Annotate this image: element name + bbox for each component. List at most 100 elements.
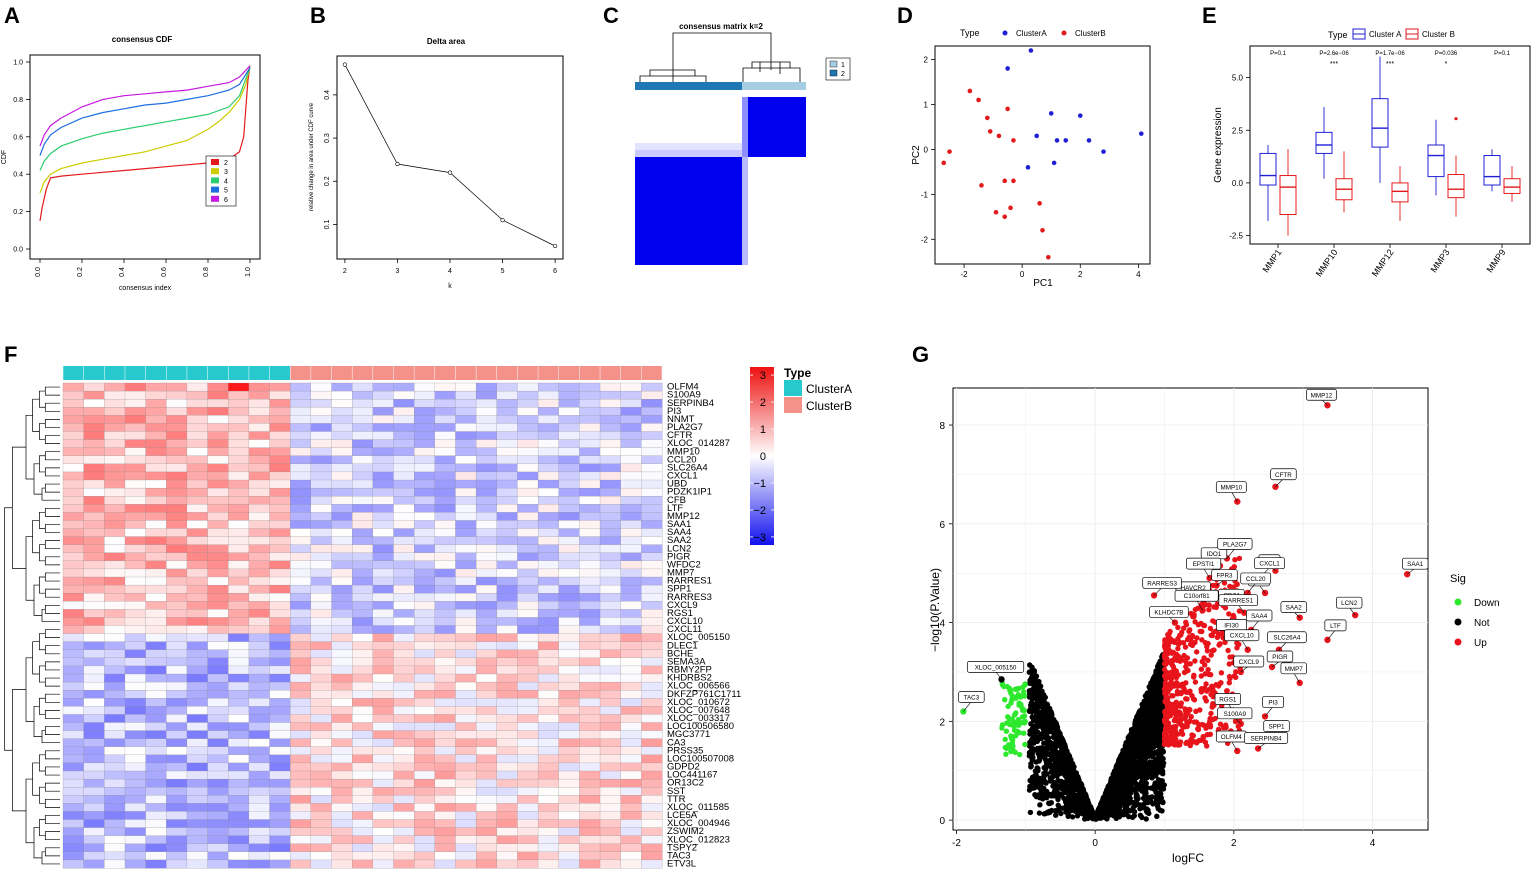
panel-f-cell [228,601,250,610]
panel-f-cell [290,601,312,610]
panel-f-cell [269,859,291,869]
panel-f-cell [641,754,663,764]
panel-f-cell [166,633,188,643]
panel-f-cell [475,520,498,529]
panel-f-cell [104,399,126,408]
panel-f-gene-label: XLOC_003317 [667,713,730,724]
panel-f-cell [145,795,167,804]
panel-f-cell [104,431,126,441]
panel-f-cell [475,762,498,772]
panel-f-cell [537,681,560,691]
panel-f-cell [248,706,270,715]
panel-f-cell [269,447,291,457]
panel-f-cell [579,609,601,618]
panel-g-point-not [1038,735,1044,742]
panel-g-point-not [1028,761,1034,767]
panel-f-cell [166,552,188,562]
panel-f-cell [124,431,147,441]
panel-f-cell [83,544,105,554]
panel-g-point-not [1155,711,1162,717]
panel-g-point-not [1125,773,1131,780]
panel-f-cell [228,431,250,441]
panel-f-cell [62,536,85,546]
panel-f-cell [517,625,539,635]
panel-f-cell [228,649,250,659]
panel-f-gene-label: MMP7 [667,568,694,579]
panel-f-cell [620,496,642,505]
panel-f-cell [537,576,560,586]
panel-f-cell [145,827,167,837]
panel-f-cell [83,649,105,659]
panel-f-dendro-branch [33,827,42,859]
panel-g-point-not [1115,796,1121,802]
panel-f-cell [372,787,394,796]
panel-f-cell [620,544,642,554]
panel-f-cell [207,390,229,400]
panel-f-cell [641,859,663,869]
panel-f-cell [62,560,85,570]
panel-f-cell [124,593,147,602]
panel-f-gene-label: XLOC_007648 [667,705,730,716]
panel-f-cell [186,762,209,772]
panel-f-cell [352,431,374,441]
panel-g-point-not [1057,733,1063,739]
panel-f-cell [599,504,622,513]
panel-f-cell [83,681,105,691]
panel-f-cell [166,496,188,505]
panel-f-cell [269,641,291,651]
panel-g-xtick-label: -2 [952,838,961,849]
panel-a-frame [29,54,261,260]
panel-f-cell [83,528,105,538]
panel-f-cell [248,471,270,481]
panel-f-cell [290,407,312,416]
panel-f-cell [331,609,353,618]
panel-f-cell [104,536,126,546]
panel-f-cell [186,714,209,723]
panel-e-outlier [1454,117,1458,121]
panel-f-cell [166,714,188,723]
panel-f-type-bar [62,366,663,380]
panel-e-ytick-label: 5.0 [1232,74,1244,83]
panel-f-cell [599,601,622,610]
panel-f-cell [62,576,85,586]
panel-f-cell [475,528,498,538]
panel-f-cell [517,746,539,756]
panel-f-cell [475,795,498,804]
panel-c-block-fuzz-d [742,97,748,157]
panel-f-cell [228,746,250,756]
panel-g-point-not [1127,808,1133,814]
panel-f-cell [352,447,374,457]
panel-f-cell [496,649,518,659]
panel-f-cell [124,617,147,626]
panel-f-dendro-branch [44,507,60,517]
panel-f-cell [290,811,312,820]
panel-f-cell [62,835,85,845]
panel-f-cell [145,641,167,651]
panel-e-pvalue: P=2.6e−06 [1319,51,1349,57]
panel-f-cell [62,754,85,764]
panel-f-cell [124,520,147,529]
panel-d-point-ClusterB [941,160,947,166]
panel-e-box-A [1483,155,1501,186]
panel-f-cell [145,657,167,667]
panel-f-cell [104,407,126,416]
panel-f-cell [475,609,498,618]
panel-f-cell [352,593,374,602]
panel-f-cell [104,762,126,772]
panel-b-point [447,170,453,175]
panel-f-cell [207,754,229,764]
panel-f-cell [310,738,332,748]
panel-f-cell [186,681,209,691]
panel-f-cell [579,649,601,659]
panel-f-cell [104,754,126,764]
panel-f-cell [434,803,456,812]
panel-g-point-not [1056,752,1063,758]
panel-f-cell [310,795,332,804]
panel-f-cell [455,778,477,788]
panel-f-cell [393,528,415,538]
panel-f-cell [558,439,580,449]
panel-f-cell [434,390,456,400]
panel-f-cell [166,390,188,400]
panel-f-cell [558,568,580,578]
